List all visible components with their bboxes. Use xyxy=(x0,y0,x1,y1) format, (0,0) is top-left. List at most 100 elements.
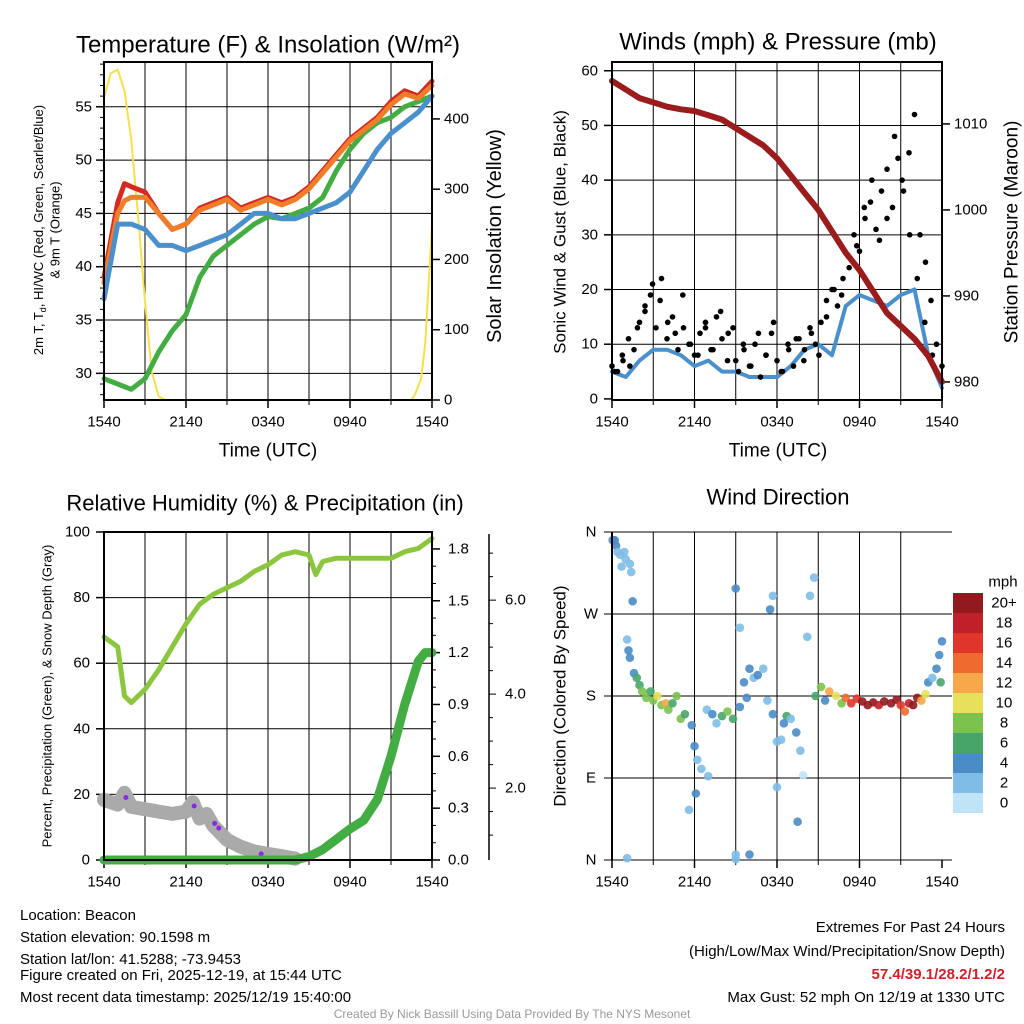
gust-point xyxy=(807,325,813,331)
gust-point xyxy=(906,232,913,238)
wind-direction-point xyxy=(687,720,697,730)
panel-title: Temperature (F) & Insolation (W/m²) xyxy=(76,32,460,59)
x-axis-label: Time (UTC) xyxy=(729,441,828,462)
y2-tick-label: 1000 xyxy=(954,201,987,218)
y-tick-label: S xyxy=(586,688,596,705)
wind-direction-point xyxy=(723,707,732,716)
wind-direction-point xyxy=(831,691,841,701)
y-tick-label: 60 xyxy=(73,655,90,672)
wind-direction-point xyxy=(697,764,706,774)
wind-direction-point xyxy=(680,709,690,719)
wind-direction-point xyxy=(622,853,632,863)
panel-2 xyxy=(604,62,950,408)
wind-direction-point xyxy=(620,547,629,557)
wind-direction-point xyxy=(692,755,702,765)
gust-point xyxy=(861,204,868,211)
gust-point xyxy=(914,275,921,282)
wind-direction-point xyxy=(690,741,699,751)
legend-swatch xyxy=(953,693,983,713)
y-tick-label: 40 xyxy=(75,258,92,275)
gust-point xyxy=(741,346,747,353)
x-axis-label: Time (UTC) xyxy=(219,441,318,462)
legend-label: 6 xyxy=(1000,735,1008,752)
x-tick-label: 0340 xyxy=(251,414,284,431)
y2-tick-label: 0.0 xyxy=(448,852,469,869)
gust-point xyxy=(748,363,754,369)
gust-point xyxy=(862,215,868,222)
gust-point xyxy=(740,341,747,348)
y3-tick-label: 2.0 xyxy=(505,780,526,797)
wind-direction-point xyxy=(691,789,701,798)
wind-direction-point xyxy=(758,664,768,673)
y-tick-label: 0 xyxy=(82,852,90,869)
y-axis-label: Percent, Precipitation (Green), & Snow D… xyxy=(40,545,55,848)
y-tick-label: 80 xyxy=(73,589,90,606)
wind-direction-point xyxy=(624,646,633,655)
x-tick-label: 1540 xyxy=(925,874,958,891)
gust-point xyxy=(895,155,901,162)
wind-direction-point xyxy=(642,693,651,703)
legend-label: 2 xyxy=(1000,775,1008,792)
legend-swatch xyxy=(953,793,983,813)
max-gust: Max Gust: 52 mph On 12/19 at 1330 UTC xyxy=(727,989,1005,1006)
wind-direction-point xyxy=(708,709,717,719)
gust-point xyxy=(838,292,845,298)
y-axis-label-part: d xyxy=(38,307,48,312)
plot-border xyxy=(103,61,433,401)
gust-point xyxy=(900,188,907,194)
wind-direction-point xyxy=(739,678,749,687)
legend-swatch xyxy=(953,653,983,673)
gust-point xyxy=(785,346,792,353)
wind-direction-point xyxy=(628,596,637,606)
snow-marker xyxy=(216,825,222,831)
gust-point xyxy=(757,374,764,380)
legend-swatch xyxy=(953,613,983,633)
y-tick-label: 10 xyxy=(581,336,598,353)
gust-point xyxy=(917,232,923,238)
line-snow-depth xyxy=(97,785,303,866)
gust-point xyxy=(657,297,663,304)
gust-point xyxy=(922,319,928,326)
footer-elevation: Station elevation: 90.1598 m xyxy=(20,929,211,946)
gust-point xyxy=(853,242,860,249)
wind-direction-point xyxy=(668,698,677,708)
extremes-values: 57.4/39.1/28.2/1.2/2 xyxy=(871,966,1005,983)
x-tick-label: 0940 xyxy=(333,874,366,891)
wind-direction-point xyxy=(917,696,926,705)
y-tick-label: 20 xyxy=(73,786,90,803)
gust-point xyxy=(627,363,633,369)
gust-point xyxy=(675,346,681,353)
gust-point xyxy=(702,325,709,331)
gust-point xyxy=(785,341,791,348)
y-tick-label: 40 xyxy=(73,720,90,737)
legend-swatch xyxy=(953,733,983,753)
extremes-title: Extremes For Past 24 Hours xyxy=(815,919,1005,936)
gust-point xyxy=(664,335,670,342)
gust-point xyxy=(664,319,671,326)
plot-border xyxy=(103,531,433,861)
wind-direction-point xyxy=(772,782,782,792)
gust-point xyxy=(710,346,716,353)
legend-label: 20+ xyxy=(991,595,1017,612)
x-tick-label: 2140 xyxy=(169,874,202,891)
y-tick-label: 60 xyxy=(581,62,598,79)
gust-point xyxy=(770,319,777,326)
legend-label: 4 xyxy=(1000,755,1008,772)
legend-swatch xyxy=(953,773,983,793)
legend-label: 8 xyxy=(1000,715,1008,732)
wind-direction-point xyxy=(802,632,812,642)
wind-direction-point xyxy=(765,605,775,614)
gust-point xyxy=(702,319,709,326)
panel-title: Winds (mph) & Pressure (mb) xyxy=(619,29,936,56)
gust-point xyxy=(619,352,626,358)
gust-point xyxy=(672,330,679,337)
gust-point xyxy=(884,166,890,172)
gust-point xyxy=(680,292,686,298)
wind-direction-point xyxy=(820,696,830,705)
y-tick-label: 30 xyxy=(75,365,92,382)
gust-point xyxy=(878,188,885,194)
wind-direction-point xyxy=(824,687,834,696)
wind-direction-point xyxy=(646,687,655,696)
gust-point xyxy=(801,357,807,364)
gust-point xyxy=(856,248,863,255)
